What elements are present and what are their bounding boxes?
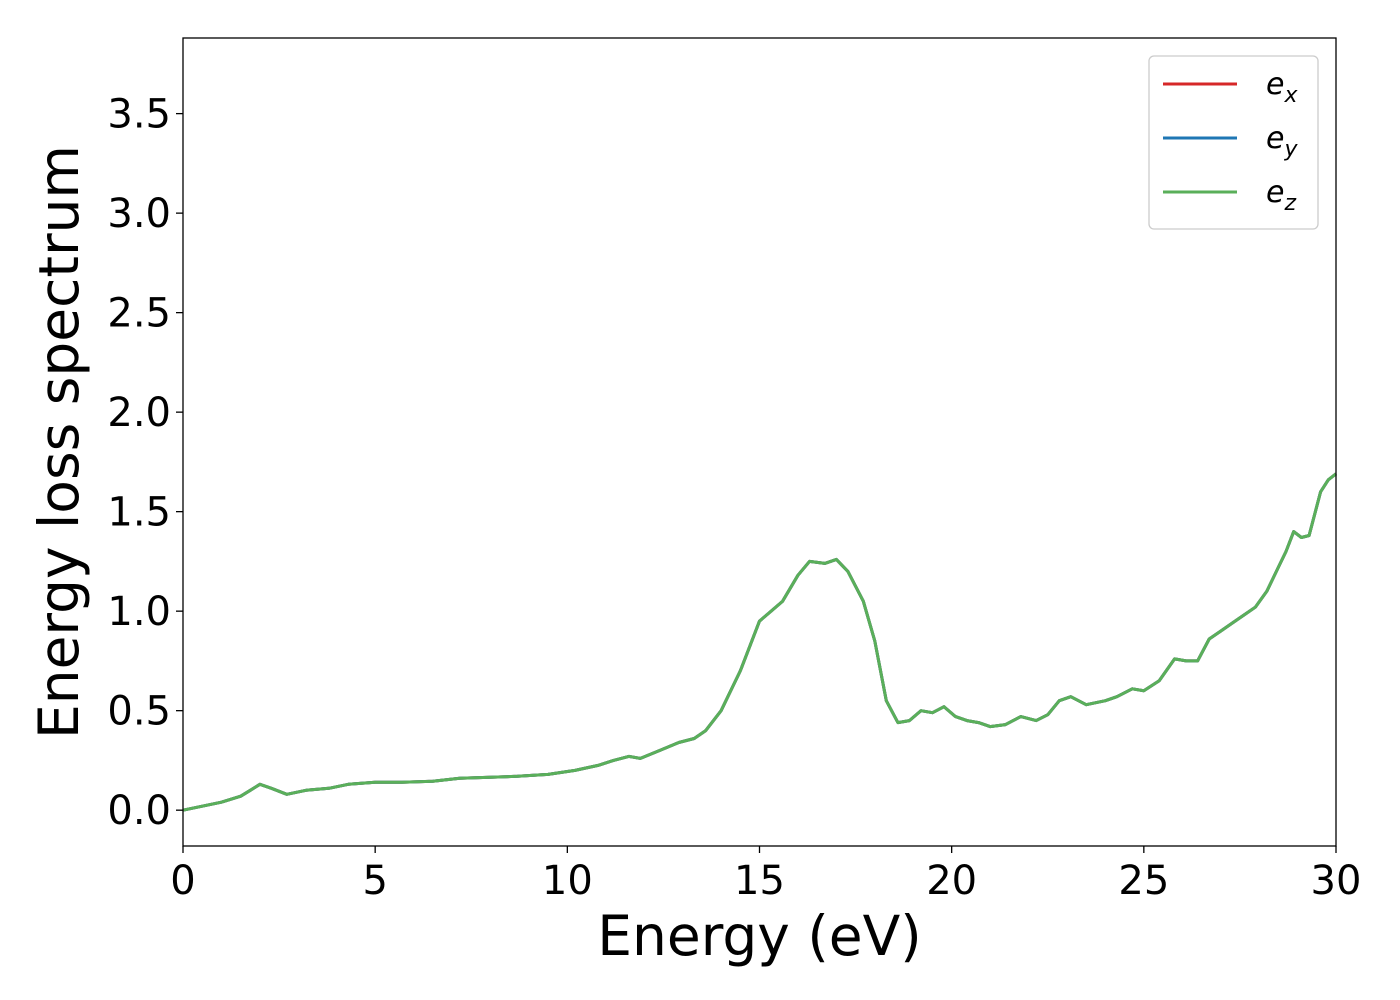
series-line-e_z (182, 472, 1337, 812)
y-tick-label: 1.0 (107, 589, 171, 635)
legend-label-z: ez (1266, 175, 1296, 216)
x-axis: 0 5 10 15 20 25 30 (170, 846, 1361, 904)
legend-label-x: ex (1266, 67, 1298, 108)
y-tick-label: 2.0 (107, 390, 171, 436)
legend-label-y: ey (1266, 121, 1298, 162)
y-axis-title: Energy loss spectrum (27, 145, 91, 739)
x-tick-label: 25 (1118, 858, 1169, 904)
x-tick-label: 0 (170, 858, 195, 904)
x-tick-label: 20 (926, 858, 977, 904)
x-tick-label: 30 (1311, 858, 1362, 904)
x-tick-label: 15 (734, 858, 785, 904)
series-layer (182, 472, 1337, 812)
y-tick-label: 2.5 (107, 291, 171, 337)
y-tick-label: 3.5 (107, 92, 171, 138)
y-axis: 0.0 0.5 1.0 1.5 2.0 2.5 3.0 3.5 (107, 92, 183, 834)
y-tick-label: 3.0 (107, 191, 171, 237)
legend-box (1148, 55, 1319, 230)
y-tick-label: 1.5 (107, 490, 171, 536)
legend: ex ey ez (1148, 55, 1319, 230)
x-tick-label: 10 (542, 858, 593, 904)
x-tick-label: 5 (362, 858, 387, 904)
y-tick-label: 0.5 (107, 689, 171, 735)
x-axis-title: Energy (eV) (597, 904, 921, 968)
y-tick-label: 0.0 (107, 788, 171, 834)
